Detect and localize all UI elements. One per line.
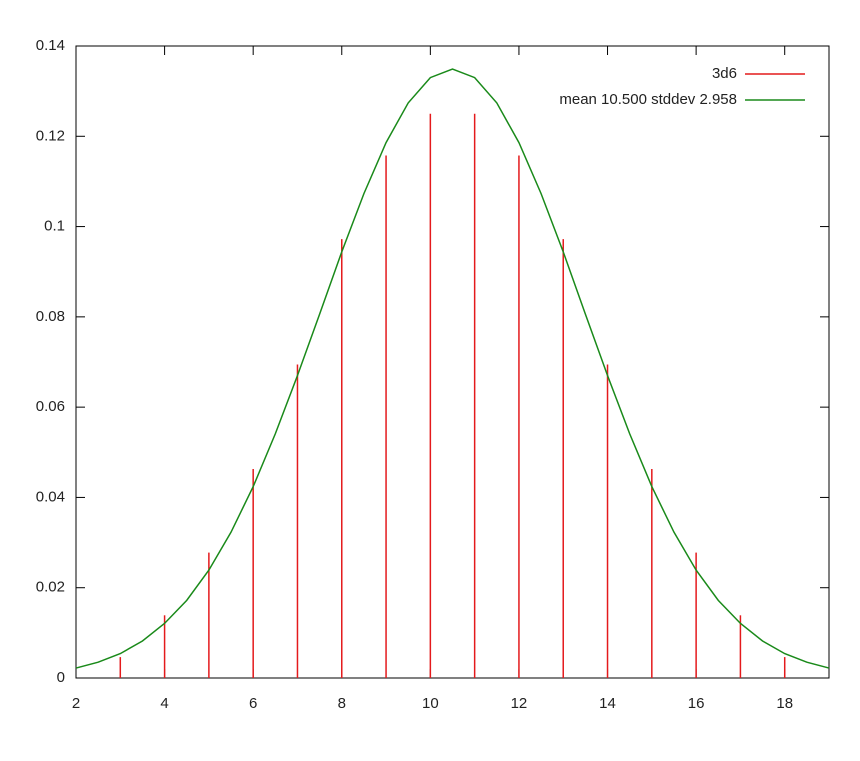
x-tick-label: 12 — [511, 695, 528, 712]
y-tick-label: 0.06 — [36, 398, 65, 415]
x-tick-label: 16 — [688, 695, 705, 712]
y-tick-label: 0.08 — [36, 308, 65, 325]
y-tick-label: 0 — [57, 669, 65, 686]
curve — [75, 68, 830, 669]
legend-label: 3d6 — [712, 65, 737, 82]
y-tick-label: 0.12 — [36, 127, 65, 144]
y-tick-label: 0.04 — [36, 488, 65, 505]
y-tick-label: 0.02 — [36, 579, 65, 596]
x-tick-label: 8 — [338, 695, 346, 712]
x-tick-label: 4 — [160, 695, 168, 712]
x-tick-label: 14 — [599, 695, 616, 712]
x-tick-label: 2 — [72, 695, 80, 712]
y-tick-label: 0.1 — [44, 218, 65, 235]
x-tick-label: 18 — [776, 695, 793, 712]
legend-label: mean 10.500 stddev 2.958 — [559, 91, 737, 108]
x-tick-label: 6 — [249, 695, 257, 712]
x-tick-label: 10 — [422, 695, 439, 712]
y-tick-label: 0.14 — [36, 37, 65, 54]
plot-frame — [75, 45, 830, 679]
